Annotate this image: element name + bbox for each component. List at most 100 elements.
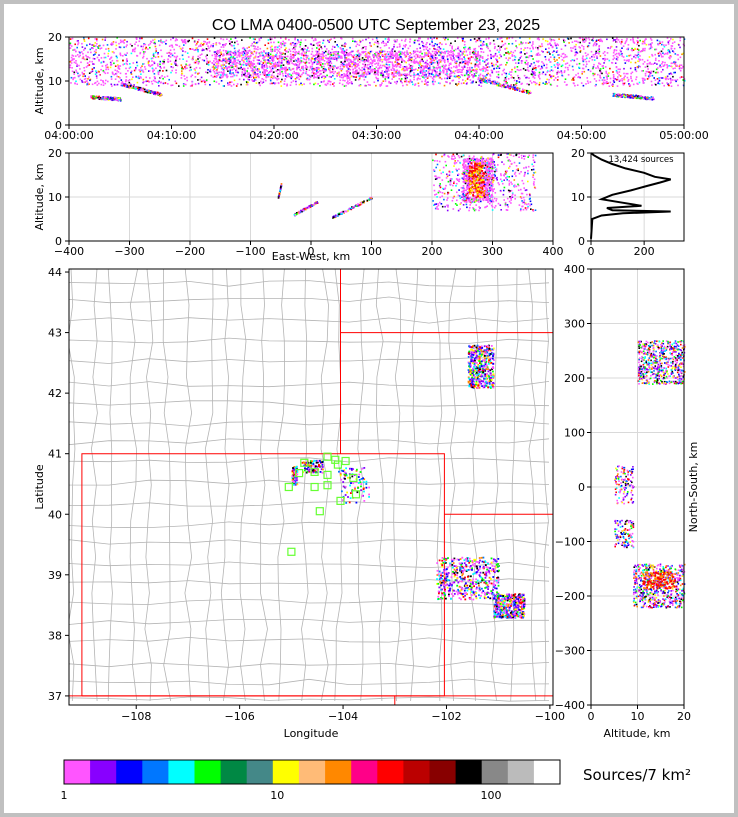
lightning-source <box>436 60 439 63</box>
lightning-source <box>152 39 154 41</box>
lightning-source <box>348 82 351 84</box>
lightning-source <box>316 52 318 54</box>
lightning-source <box>132 62 135 64</box>
lightning-source <box>283 43 285 46</box>
lightning-source <box>614 78 617 80</box>
lightning-source <box>323 71 326 73</box>
lightning-source <box>213 60 215 62</box>
lightning-source <box>294 78 297 80</box>
lightning-source <box>175 69 177 71</box>
lightning-source <box>174 39 177 42</box>
lightning-source <box>389 51 391 53</box>
lightning-source <box>184 41 187 44</box>
lightning-source <box>658 83 661 85</box>
lightning-source <box>248 65 251 67</box>
lightning-source <box>167 83 169 85</box>
lightning-source <box>230 73 233 75</box>
lightning-source <box>410 69 412 71</box>
lightning-source <box>230 38 232 40</box>
lightning-source <box>572 77 575 79</box>
lightning-source <box>443 84 446 87</box>
lightning-source <box>437 75 439 77</box>
lightning-source <box>437 49 440 52</box>
lightning-source <box>130 73 133 75</box>
lightning-source <box>249 55 252 58</box>
lightning-source <box>311 63 314 66</box>
lightning-source <box>608 85 611 87</box>
lightning-source <box>74 76 76 79</box>
lightning-source <box>659 41 661 43</box>
lightning-source <box>314 76 317 79</box>
lightning-source <box>134 68 137 71</box>
lightning-source <box>222 69 225 71</box>
lightning-source <box>117 64 119 66</box>
lightning-source <box>302 47 305 50</box>
lightning-source <box>229 56 232 59</box>
lightning-source <box>482 66 485 68</box>
lightning-source <box>390 73 393 76</box>
lightning-source <box>250 69 253 72</box>
lightning-source <box>349 52 351 54</box>
lightning-source <box>269 82 272 85</box>
lightning-source <box>450 42 452 45</box>
lightning-source <box>314 39 317 41</box>
lightning-source <box>416 54 419 56</box>
lightning-source <box>401 59 403 62</box>
lightning-source <box>132 76 134 78</box>
lightning-source <box>267 56 270 59</box>
lightning-source <box>651 74 654 77</box>
lightning-source <box>166 52 168 54</box>
lightning-source <box>579 47 581 49</box>
lightning-source <box>236 74 238 77</box>
lightning-source <box>480 41 482 43</box>
lightning-source <box>313 67 315 70</box>
lightning-source <box>378 55 380 57</box>
lightning-source <box>575 40 578 43</box>
lightning-source <box>173 61 176 64</box>
lightning-source <box>87 62 89 64</box>
lightning-source <box>598 45 601 47</box>
lightning-source <box>327 82 329 85</box>
lightning-source <box>376 53 379 56</box>
lightning-source <box>258 76 260 79</box>
lightning-source <box>568 64 571 67</box>
lightning-source <box>239 60 241 63</box>
lightning-source <box>276 52 278 54</box>
lightning-source <box>269 37 272 39</box>
lightning-source <box>482 78 484 80</box>
lightning-source <box>366 64 369 66</box>
lightning-source <box>588 42 591 44</box>
lightning-source <box>115 44 118 47</box>
lightning-source <box>341 62 344 65</box>
lightning-source <box>143 63 145 65</box>
lightning-source <box>645 38 647 40</box>
lightning-source <box>333 85 335 87</box>
lightning-source <box>377 74 379 76</box>
lightning-source <box>146 91 149 94</box>
lightning-source <box>462 38 464 40</box>
lightning-source <box>585 37 587 39</box>
lightning-source <box>296 68 298 71</box>
lightning-source <box>224 73 226 76</box>
lightning-source <box>388 64 391 66</box>
lightning-source <box>592 44 595 47</box>
lightning-source <box>329 64 331 67</box>
lightning-source <box>230 81 233 83</box>
lightning-source <box>404 54 407 57</box>
lightning-source <box>613 75 615 78</box>
lightning-source <box>644 66 647 68</box>
lightning-source <box>587 69 590 71</box>
lightning-source <box>353 59 355 61</box>
lightning-source <box>379 47 382 49</box>
lightning-source <box>621 80 624 82</box>
lightning-source <box>426 84 429 86</box>
lightning-source <box>293 47 295 49</box>
lightning-source <box>438 54 440 57</box>
lightning-source <box>573 76 576 78</box>
lightning-source <box>572 69 574 71</box>
lightning-source <box>216 71 219 74</box>
lightning-source <box>157 52 159 54</box>
lightning-source <box>297 39 299 41</box>
lightning-source <box>322 63 324 65</box>
lightning-source <box>382 76 384 78</box>
